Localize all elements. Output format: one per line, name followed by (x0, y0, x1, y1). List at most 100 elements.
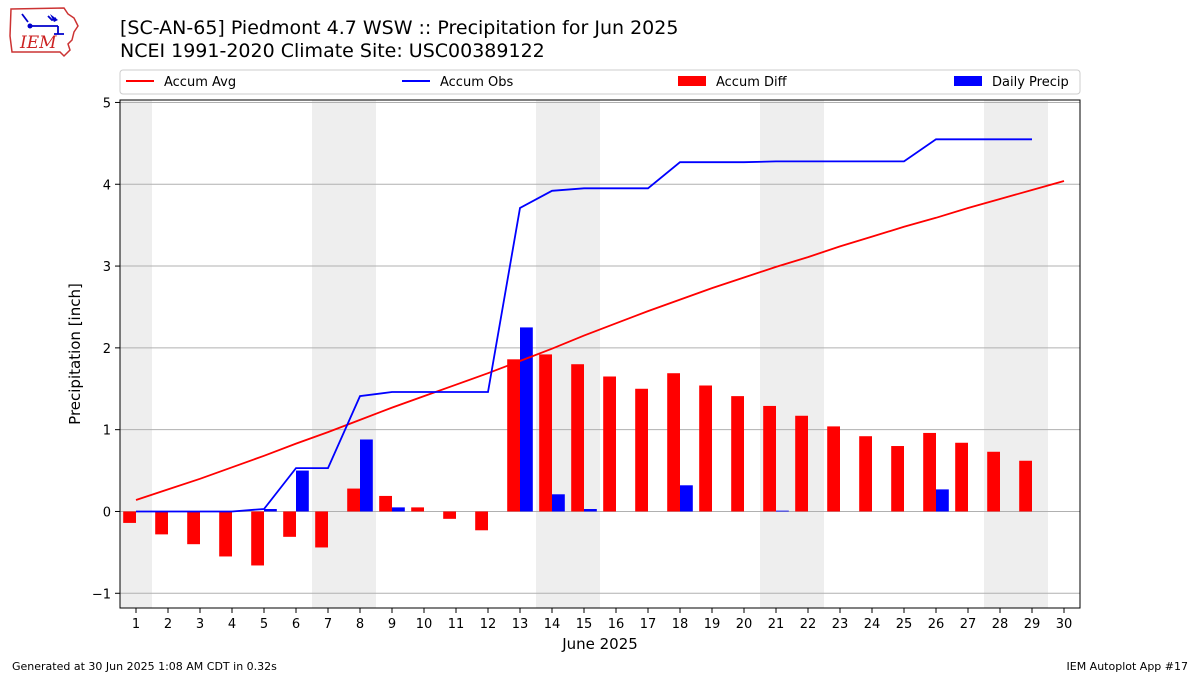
bar-daily-precip-9 (392, 507, 405, 512)
line-accum-obs (136, 138, 1032, 513)
weekend-shade-3 (760, 100, 824, 608)
bar-accum-diff-19 (699, 385, 712, 512)
bar-accum-diff-28 (987, 451, 1000, 512)
y-tick-label: 2 (103, 342, 111, 357)
bar-accum-diff-24 (859, 436, 872, 512)
bar-daily-precip-14 (552, 494, 565, 512)
x-tick-label: 14 (544, 617, 561, 632)
weekend-shade-4 (984, 100, 1048, 608)
bar-accum-diff-29 (1019, 460, 1032, 512)
y-tick-label: 0 (103, 505, 111, 520)
bar-accum-diff-14 (539, 354, 552, 512)
bar-accum-diff-25 (891, 446, 904, 512)
x-tick-label: 25 (896, 617, 913, 632)
bar-accum-diff-18 (667, 373, 680, 512)
x-tick-label: 4 (228, 617, 236, 632)
bar-accum-diff-2 (155, 511, 168, 535)
x-tick-label: 7 (324, 617, 332, 632)
weekend-shade-2 (536, 100, 600, 608)
legend-label: Accum Obs (440, 75, 513, 90)
weather-station-icon (21, 13, 64, 35)
series-lines (135, 138, 1065, 513)
x-tick-label: 21 (768, 617, 785, 632)
bar-daily-precip-21 (776, 510, 789, 512)
x-tick-label: 3 (196, 617, 204, 632)
x-tick-label: 16 (608, 617, 625, 632)
bar-daily-precip-8 (360, 439, 373, 512)
x-tick-label: 19 (704, 617, 721, 632)
legend-swatch (678, 76, 706, 86)
x-tick-label: 2 (164, 617, 172, 632)
x-tick-label: 5 (260, 617, 268, 632)
bar-accum-diff-17 (635, 388, 648, 512)
generated-timestamp: Generated at 30 Jun 2025 1:08 AM CDT in … (12, 660, 277, 673)
legend-label: Daily Precip (992, 75, 1069, 90)
x-tick-label: 23 (832, 617, 849, 632)
bars (123, 327, 1032, 566)
bar-daily-precip-6 (296, 470, 309, 512)
bar-accum-diff-6 (283, 511, 296, 537)
x-tick-label: 15 (576, 617, 593, 632)
legend-frame (119, 69, 1081, 95)
legend-label: Accum Avg (164, 75, 236, 90)
bar-accum-diff-10 (411, 507, 424, 512)
bar-accum-diff-16 (603, 376, 616, 512)
x-tick-label: 11 (448, 617, 465, 632)
bar-accum-diff-27 (955, 442, 968, 512)
x-tick-label: 8 (356, 617, 364, 632)
y-tick-label: 3 (103, 260, 111, 275)
y-tick-label: 4 (103, 178, 111, 193)
chart-subtitle: NCEI 1991-2020 Climate Site: USC00389122 (120, 40, 545, 62)
bar-accum-diff-11 (443, 511, 456, 519)
x-tick-label: 17 (640, 617, 657, 632)
bar-daily-precip-26 (936, 489, 949, 512)
weekend-shade-0 (120, 100, 152, 608)
bar-daily-precip-13 (520, 327, 533, 512)
bar-accum-diff-23 (827, 426, 840, 512)
y-tick-label: 1 (103, 424, 111, 439)
y-tick-label: 5 (103, 96, 111, 111)
x-tick-label: 30 (1056, 617, 1073, 632)
y-axis-label: Precipitation [inch] (66, 283, 84, 425)
bar-daily-precip-18 (680, 485, 693, 512)
bar-daily-precip-5 (264, 509, 277, 512)
bar-accum-diff-8 (347, 488, 360, 512)
x-tick-label: 27 (960, 617, 977, 632)
x-tick-label: 26 (928, 617, 945, 632)
x-tick-label: 29 (1024, 617, 1041, 632)
legend: Accum Avg Accum Obs Accum Diff Daily Precip (119, 69, 1081, 95)
bar-accum-diff-7 (315, 511, 328, 548)
app-credit: IEM Autoplot App #17 (1066, 660, 1189, 673)
x-tick-label: 22 (800, 617, 817, 632)
bar-accum-diff-21 (763, 405, 776, 512)
y-gridlines (120, 101, 1080, 594)
x-tick-label: 13 (512, 617, 529, 632)
logo-text: IEM (19, 33, 57, 53)
x-axis-label: June 2025 (561, 635, 638, 653)
y-tick-label: −1 (92, 587, 111, 602)
bar-accum-diff-13 (507, 359, 520, 512)
x-tick-label: 20 (736, 617, 753, 632)
x-tick-label: 12 (480, 617, 497, 632)
bar-accum-diff-12 (475, 511, 488, 531)
x-tick-label: 10 (416, 617, 433, 632)
x-ticks: 1 2 3 4 5 6 7 8 9 10 11 12 13 14 15 16 17 18 19 20 21 22 23 24 2… (132, 608, 1072, 632)
legend-swatch (954, 76, 982, 86)
chart-title: [SC-AN-65] Piedmont 4.7 WSW :: Precipita… (120, 17, 679, 39)
bar-accum-diff-20 (731, 396, 744, 512)
x-tick-label: 28 (992, 617, 1009, 632)
bar-accum-diff-1 (123, 511, 136, 523)
bar-accum-diff-22 (795, 415, 808, 512)
x-tick-label: 18 (672, 617, 689, 632)
line-accum-avg (135, 180, 1065, 501)
x-tick-label: 1 (132, 617, 140, 632)
legend-label: Accum Diff (716, 75, 788, 90)
iem-logo: IEM (9, 7, 79, 58)
bar-accum-diff-5 (251, 511, 264, 566)
bar-accum-diff-15 (571, 364, 584, 512)
x-tick-label: 24 (864, 617, 881, 632)
bar-accum-diff-4 (219, 511, 232, 557)
bar-accum-diff-26 (923, 432, 936, 512)
plot-frame (119, 99, 1081, 609)
